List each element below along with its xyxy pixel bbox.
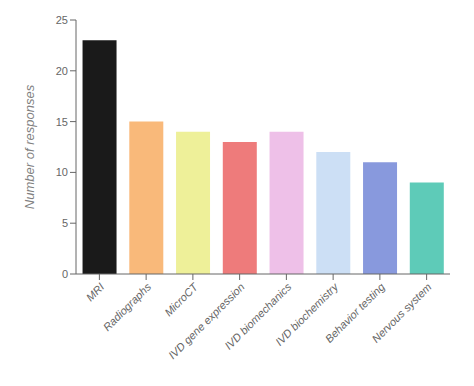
- svg-text:IVD biomechanics: IVD biomechanics: [222, 280, 294, 352]
- svg-text:25: 25: [56, 14, 68, 26]
- svg-text:Behavior testing: Behavior testing: [322, 280, 387, 345]
- svg-text:MicroCT: MicroCT: [162, 280, 201, 319]
- svg-text:IVD biochemistry: IVD biochemistry: [272, 280, 341, 348]
- svg-text:Number of responses: Number of responses: [22, 84, 37, 209]
- svg-text:Radiographs: Radiographs: [101, 280, 154, 333]
- svg-text:10: 10: [56, 166, 68, 178]
- svg-text:20: 20: [56, 65, 68, 77]
- svg-text:15: 15: [56, 116, 68, 128]
- svg-text:MRI: MRI: [84, 281, 107, 304]
- svg-text:0: 0: [62, 268, 68, 280]
- svg-text:5: 5: [62, 217, 68, 229]
- svg-text:IVD gene expression: IVD gene expression: [166, 281, 247, 362]
- svg-text:Nervous system: Nervous system: [369, 281, 433, 345]
